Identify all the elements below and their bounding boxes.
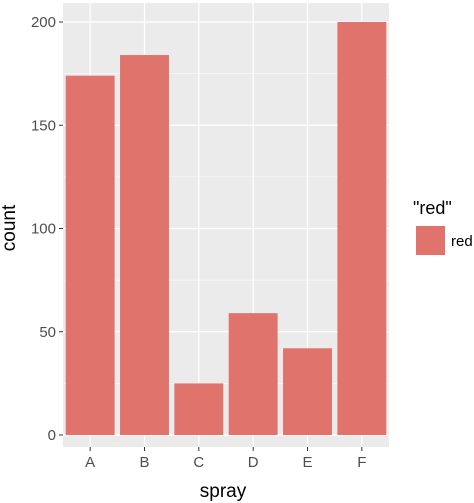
y-axis: 0 50 100 150 200 bbox=[31, 14, 63, 444]
bar-f bbox=[337, 22, 387, 435]
bar-c bbox=[174, 383, 224, 435]
bar-d bbox=[228, 313, 278, 435]
y-axis-title: count bbox=[0, 204, 20, 251]
x-tick-label-a: A bbox=[85, 454, 95, 471]
bar-b bbox=[120, 55, 169, 435]
bar-a bbox=[65, 75, 115, 435]
bar-e bbox=[283, 348, 332, 435]
x-axis: A B C D E F bbox=[85, 447, 366, 471]
y-tick-label: 150 bbox=[31, 117, 56, 134]
x-axis-title: spray bbox=[200, 481, 247, 502]
y-tick-label: 200 bbox=[31, 14, 56, 31]
panel-background bbox=[63, 3, 389, 447]
bars bbox=[65, 22, 387, 435]
legend-title: "red" bbox=[413, 198, 452, 218]
y-tick-label: 50 bbox=[39, 324, 56, 341]
y-tick-label: 0 bbox=[48, 427, 56, 444]
legend-label-red: red bbox=[451, 233, 473, 250]
y-tick-label: 100 bbox=[31, 221, 56, 238]
x-tick-label-e: E bbox=[302, 454, 312, 471]
legend-key-red bbox=[416, 226, 445, 255]
x-tick-label-d: D bbox=[248, 454, 259, 471]
x-tick-label-c: C bbox=[193, 454, 204, 471]
legend: "red" red bbox=[413, 198, 473, 255]
x-tick-label-b: B bbox=[139, 454, 149, 471]
x-tick-label-f: F bbox=[357, 454, 366, 471]
